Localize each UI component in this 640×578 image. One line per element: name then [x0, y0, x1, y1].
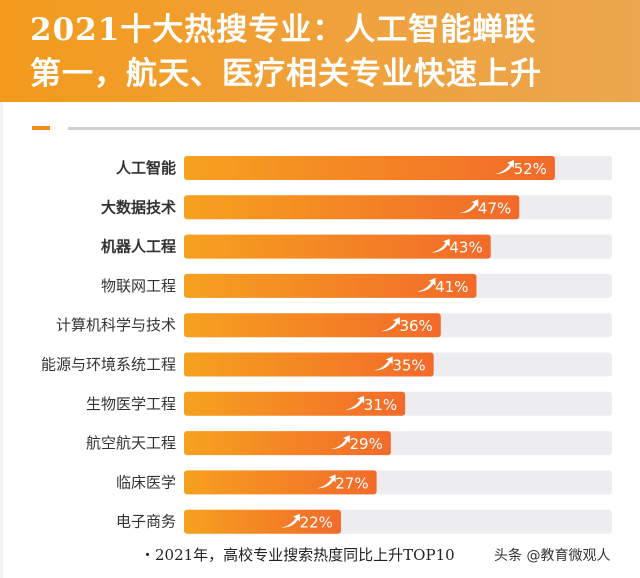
trend-up-arrow-icon	[416, 277, 436, 292]
trend-up-arrow-icon	[494, 160, 514, 174]
accent-dash	[32, 126, 50, 130]
bar	[184, 273, 477, 298]
value-label: 35%	[392, 357, 425, 375]
trend-up-arrow-icon	[373, 356, 393, 371]
header-banner: 2021十大热搜专业：人工智能蝉联 第一，航天、医疗相关专业快速上升	[0, 0, 640, 102]
bar	[184, 234, 491, 259]
value-label: 43%	[449, 239, 482, 257]
category-label: 计算机科学与技术	[56, 316, 176, 334]
page-title: 2021十大热搜专业：人工智能蝉联 第一，航天、医疗相关专业快速上升	[30, 12, 542, 92]
trend-up-arrow-icon	[345, 395, 365, 410]
category-label: 人工智能	[116, 159, 176, 177]
trend-up-arrow-icon	[316, 474, 336, 489]
category-label: 机器人工程	[101, 238, 176, 256]
value-label: 22%	[300, 514, 333, 532]
bar	[184, 509, 341, 534]
value-label: 47%	[478, 199, 511, 217]
trend-up-arrow-icon	[430, 238, 450, 253]
trend-up-arrow-icon	[280, 513, 300, 528]
watermark: 头条 @教育微观人	[494, 548, 611, 564]
value-label: 52%	[514, 160, 547, 178]
value-label: 31%	[364, 396, 397, 414]
trend-up-arrow-icon	[330, 435, 350, 450]
footnote: ・2021年，高校专业搜索热度同比上升TOP10	[140, 546, 455, 564]
bar	[184, 156, 555, 180]
value-label: 29%	[350, 435, 383, 453]
bar	[184, 313, 441, 338]
category-label: 物联网工程	[101, 277, 176, 295]
trend-up-arrow-icon	[459, 199, 479, 214]
trend-up-arrow-icon	[380, 317, 400, 332]
bar	[184, 195, 520, 220]
bar	[184, 470, 377, 495]
category-label: 航空航天工程	[86, 434, 176, 452]
category-label: 能源与环境系统工程	[41, 356, 176, 374]
bar	[184, 391, 406, 416]
divider-line	[68, 127, 640, 130]
bar	[184, 431, 391, 456]
category-label: 生物医学工程	[86, 395, 176, 413]
category-label: 临床医学	[116, 473, 176, 491]
category-label: 电子商务	[116, 513, 176, 531]
value-label: 36%	[399, 317, 432, 335]
panel-edge	[0, 102, 3, 578]
category-label: 大数据技术	[101, 198, 176, 216]
bar	[184, 352, 434, 377]
value-label: 27%	[335, 474, 368, 492]
value-label: 41%	[435, 278, 468, 296]
